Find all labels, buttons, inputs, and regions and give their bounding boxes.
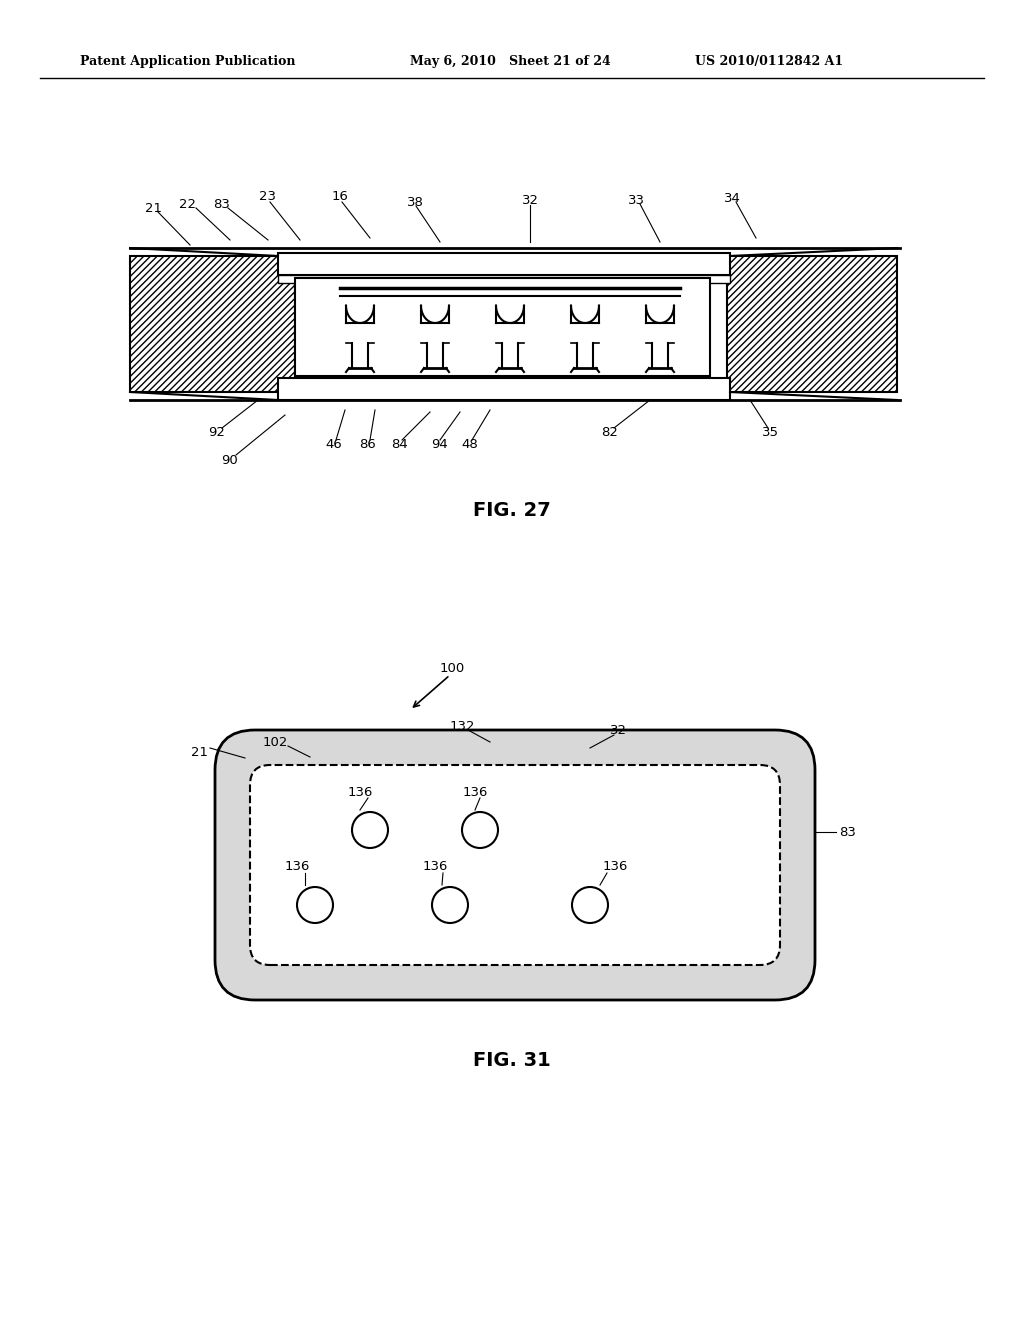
Text: 83: 83 (214, 198, 230, 210)
Bar (278, 253, 730, 275)
Text: 21: 21 (191, 746, 209, 759)
Text: 46: 46 (326, 438, 342, 451)
Text: 92: 92 (209, 425, 225, 438)
Text: 32: 32 (521, 194, 539, 206)
Bar (130, 256, 295, 392)
Bar (295, 279, 710, 376)
Text: 34: 34 (724, 191, 740, 205)
Text: 22: 22 (179, 198, 197, 210)
Text: 136: 136 (602, 861, 628, 874)
Text: FIG. 31: FIG. 31 (473, 1051, 551, 1069)
Text: 136: 136 (422, 861, 447, 874)
Text: FIG. 27: FIG. 27 (473, 500, 551, 520)
Text: 48: 48 (462, 438, 478, 451)
Text: 136: 136 (462, 785, 487, 799)
Text: 136: 136 (347, 785, 373, 799)
Text: 132: 132 (450, 719, 475, 733)
Text: May 6, 2010   Sheet 21 of 24: May 6, 2010 Sheet 21 of 24 (410, 55, 610, 69)
Text: 84: 84 (391, 438, 409, 451)
Text: 136: 136 (285, 861, 309, 874)
Bar (130, 256, 295, 392)
Text: 23: 23 (259, 190, 276, 202)
Text: 32: 32 (609, 723, 627, 737)
Text: 38: 38 (407, 195, 424, 209)
FancyBboxPatch shape (215, 730, 815, 1001)
Text: Patent Application Publication: Patent Application Publication (80, 55, 296, 69)
Text: 90: 90 (221, 454, 239, 466)
Bar (727, 256, 897, 392)
Text: 21: 21 (144, 202, 162, 214)
Text: 100: 100 (439, 661, 465, 675)
Bar (278, 275, 730, 282)
Text: 35: 35 (762, 425, 778, 438)
FancyBboxPatch shape (250, 766, 780, 965)
Text: 16: 16 (332, 190, 348, 202)
Bar (727, 256, 897, 392)
Text: 83: 83 (840, 825, 856, 838)
Text: 82: 82 (601, 425, 618, 438)
Text: 33: 33 (628, 194, 644, 206)
Bar (278, 378, 730, 400)
Text: 94: 94 (432, 438, 449, 451)
Text: US 2010/0112842 A1: US 2010/0112842 A1 (695, 55, 843, 69)
Text: 102: 102 (262, 735, 288, 748)
Text: 86: 86 (358, 438, 376, 451)
